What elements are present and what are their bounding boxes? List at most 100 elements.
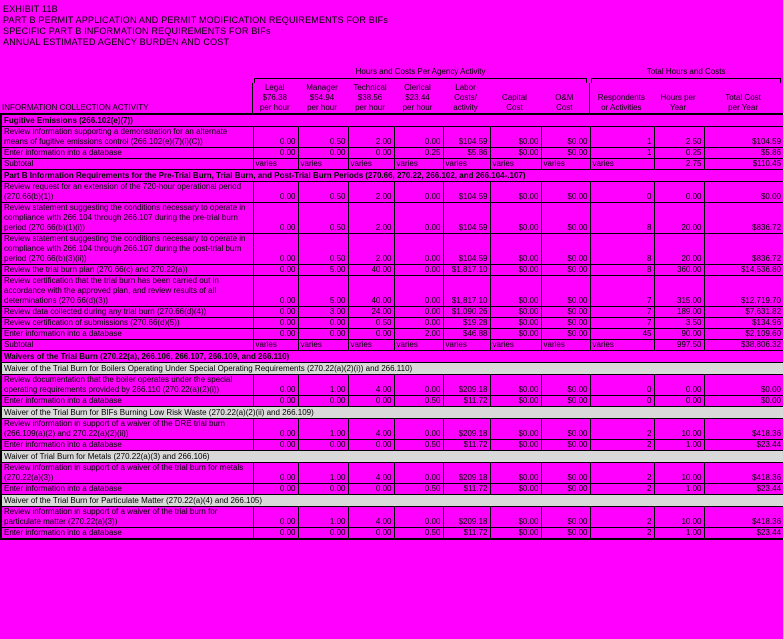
value-cell: $0.00 — [703, 395, 783, 407]
value-cell: 2 — [589, 506, 655, 528]
column-header: Total Cost per Year — [703, 83, 783, 113]
value-cell: 0.00 — [653, 374, 705, 396]
value-cell: varies — [393, 339, 444, 351]
column-header-line: or Activities — [601, 103, 642, 112]
value-cell: 0.50 — [393, 395, 444, 407]
value-cell: $0.00 — [489, 181, 542, 203]
value-cell: 90.00 — [653, 328, 705, 340]
value-cell: $0.00 — [489, 328, 542, 340]
value-cell: $0.00 — [540, 264, 591, 276]
value-cell: 0.00 — [393, 275, 444, 307]
activity-description: Enter information into a database — [0, 147, 254, 159]
value-cell: 0.00 — [347, 439, 395, 451]
column-header-line: Labor — [455, 83, 476, 92]
value-cell: 45 — [589, 328, 655, 340]
value-cell: $0.00 — [540, 483, 591, 495]
title-block: EXHIBIT 11B PART B PERMIT APPLICATION AND… — [0, 0, 783, 48]
column-header-line: Technical — [353, 83, 387, 92]
table-row: Review certification of submissions (270… — [0, 317, 783, 329]
value-cell: 0.00 — [393, 306, 444, 318]
value-cell: 0.00 — [252, 506, 299, 528]
value-cell: $0.00 — [489, 374, 542, 396]
value-cell: 8 — [589, 264, 655, 276]
value-cell: 189.00 — [653, 306, 705, 318]
value-cell: 1.00 — [653, 439, 705, 451]
column-header-line: Cost — [556, 103, 573, 112]
value-cell: $0.00 — [489, 527, 542, 540]
subheader-label: Waiver of the Trial Burn for Particulate… — [0, 494, 783, 507]
value-cell: 24.00 — [347, 306, 395, 318]
value-cell: $104.59 — [442, 126, 491, 148]
value-cell: 1 — [589, 126, 655, 148]
value-cell: 0.00 — [347, 527, 395, 540]
value-cell: 0.00 — [653, 395, 705, 407]
table-row: Review information supporting a demonstr… — [0, 126, 783, 148]
value-cell: $11.72 — [442, 527, 491, 540]
column-header-line: Hours per — [660, 93, 696, 102]
value-cell: 0.00 — [297, 395, 349, 407]
column-header-line: $23.44 — [405, 93, 430, 102]
subheader-row: Waiver of the Trial Burn for Boilers Ope… — [0, 362, 783, 375]
value-cell: $836.72 — [703, 233, 783, 265]
value-cell: varies — [540, 158, 591, 170]
subtotal-row: Subtotal varies varies varies varies varies va… — [0, 158, 783, 170]
subheader-label: Waiver of Trial Burn for Metals (270.22(… — [0, 450, 783, 463]
value-cell: 0.00 — [252, 181, 299, 203]
table-body: Fugitive Emissions (266.102(e)(7)) Review… — [0, 113, 783, 540]
value-cell: 0.00 — [297, 527, 349, 540]
value-cell: $0.00 — [540, 275, 591, 307]
value-cell: $11.72 — [442, 483, 491, 495]
activity-description: Enter information into a database — [0, 483, 254, 495]
value-cell: 0.00 — [252, 264, 299, 276]
activity-description: Review information in support of a waive… — [0, 506, 254, 528]
value-cell: 4.00 — [347, 462, 395, 484]
column-header: Labor Costs/activity — [442, 83, 489, 113]
table-row: Enter information into a database 0.00 0.0… — [0, 395, 783, 407]
value-cell: $7,631.82 — [703, 306, 783, 318]
group-header-agency-label: Hours and Costs Per Agency Activity — [355, 67, 486, 76]
section-label: Part B Information Requirements for the … — [0, 169, 783, 182]
activity-description: Review request for an extension of the 7… — [0, 181, 254, 203]
table-row: Enter information into a database 0.00 0.0… — [0, 147, 783, 159]
value-cell: $0.00 — [489, 317, 542, 329]
value-cell: $0.00 — [489, 395, 542, 407]
column-header-line: Cost — [506, 103, 523, 112]
value-cell: $0.00 — [703, 181, 783, 203]
value-cell: $134.96 — [703, 317, 783, 329]
value-cell: $110.45 — [703, 158, 783, 170]
column-header-line: per Year — [728, 103, 758, 112]
value-cell: 2 — [589, 483, 655, 495]
value-cell: 0.50 — [393, 527, 444, 540]
subheader-label: Waiver of the Trial Burn for Boilers Ope… — [0, 362, 783, 375]
value-cell: 315.00 — [653, 275, 705, 307]
value-cell: $209.18 — [442, 418, 491, 440]
value-cell: 0.00 — [347, 395, 395, 407]
value-cell: 0.25 — [393, 147, 444, 159]
value-cell: 0.00 — [252, 147, 299, 159]
value-cell: $5.86 — [442, 147, 491, 159]
value-cell: 0.00 — [252, 483, 299, 495]
value-cell: $418.36 — [703, 506, 783, 528]
value-cell: 40.00 — [347, 264, 395, 276]
subheader-row: Waiver of the Trial Burn for Particulate… — [0, 494, 783, 507]
value-cell: varies — [589, 158, 655, 170]
group-header-agency: Hours and Costs Per Agency Activity — [252, 67, 589, 83]
section-row: Waivers of the Trial Burn (270.22(a), 26… — [0, 350, 783, 363]
value-cell: 1.00 — [297, 462, 349, 484]
value-cell: $0.00 — [489, 418, 542, 440]
value-cell: 0.50 — [393, 439, 444, 451]
value-cell: 8 — [589, 202, 655, 234]
value-cell: varies — [347, 339, 395, 351]
value-cell: 0.50 — [297, 181, 349, 203]
value-cell: 2.00 — [347, 181, 395, 203]
column-header-line: $38.56 — [357, 93, 383, 102]
activity-description: Review certification that the trial burn… — [0, 275, 254, 307]
value-cell: 1.00 — [653, 527, 705, 540]
title-line: EXHIBIT 11B — [3, 4, 58, 14]
value-cell: varies — [252, 158, 299, 170]
column-header-line: Year — [669, 103, 687, 112]
value-cell: $0.00 — [489, 506, 542, 528]
value-cell: $418.36 — [703, 418, 783, 440]
subheader-row: Waiver of the Trial Burn for BIFs Burnin… — [0, 406, 783, 419]
value-cell: $14,536.80 — [703, 264, 783, 276]
